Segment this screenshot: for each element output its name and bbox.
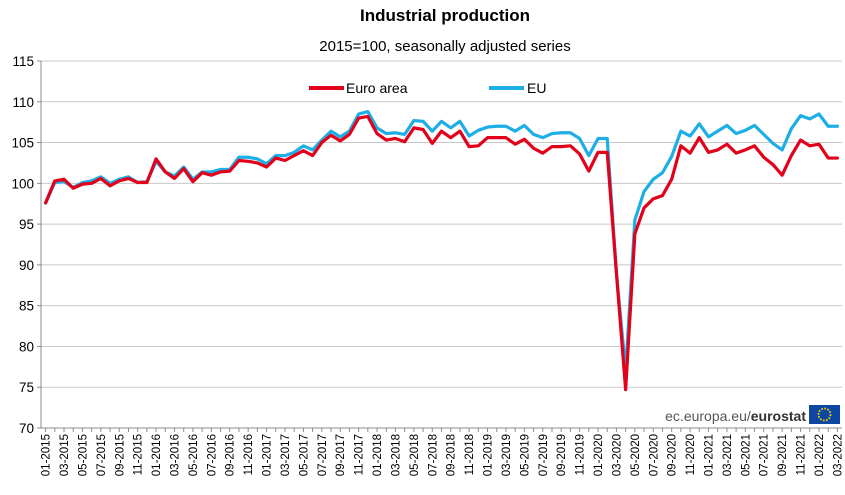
x-tick-label-07-2017: 07-2017	[317, 434, 329, 476]
y-tick-label-115: 115	[12, 54, 34, 69]
x-tick-label-03-2017: 03-2017	[280, 434, 292, 476]
x-tick-label-05-2017: 05-2017	[298, 434, 310, 476]
y-tick-label-75: 75	[19, 380, 34, 395]
legend-label-euro-area: Euro area	[346, 80, 408, 96]
x-tick-label-05-2019: 05-2019	[519, 434, 531, 476]
x-tick-label-09-2020: 09-2020	[667, 434, 679, 476]
x-tick-label-07-2016: 07-2016	[206, 434, 218, 476]
source-domain: ec.europa.eu/	[665, 408, 751, 424]
gridlines	[41, 60, 842, 388]
x-tick-label-01-2015: 01-2015	[41, 434, 53, 476]
plot-area	[43, 109, 840, 392]
x-tick-label-03-2022: 03-2022	[832, 434, 844, 476]
x-tick-label-01-2020: 01-2020	[593, 434, 605, 476]
y-tick-label-110: 110	[12, 95, 34, 110]
y-tick-label-95: 95	[19, 217, 34, 232]
x-tick-label-01-2022: 01-2022	[814, 434, 826, 476]
y-tick-label-90: 90	[19, 258, 34, 273]
x-tick-label-07-2019: 07-2019	[538, 434, 550, 476]
x-tick-label-09-2017: 09-2017	[335, 434, 347, 476]
x-tick-label-11-2021: 11-2021	[796, 434, 808, 475]
x-tick-label-07-2015: 07-2015	[96, 434, 108, 476]
y-tick-label-85: 85	[19, 299, 34, 314]
x-tick-label-09-2018: 09-2018	[446, 434, 458, 476]
x-tick-label-09-2015: 09-2015	[114, 434, 126, 476]
y-tick-label-80: 80	[19, 339, 34, 354]
y-axis: 70 75 80 85 90 95 100 105 110 115	[11, 54, 42, 436]
x-tick-label-01-2016: 01-2016	[151, 434, 163, 476]
eu-flag-icon	[809, 405, 840, 424]
x-tick-label-07-2020: 07-2020	[648, 434, 660, 476]
chart-title: Industrial production	[360, 6, 530, 25]
x-tick-label-11-2017: 11-2017	[354, 434, 366, 475]
x-tick-label-03-2016: 03-2016	[170, 434, 182, 476]
x-tick-label-01-2019: 01-2019	[483, 434, 495, 476]
series-line-euro-area	[43, 114, 840, 392]
x-tick-label-03-2019: 03-2019	[501, 434, 513, 476]
source-brand: eurostat	[751, 408, 807, 424]
x-tick-label-01-2021: 01-2021	[704, 434, 716, 476]
x-tick-label-05-2015: 05-2015	[77, 434, 89, 476]
legend: Euro area EU	[309, 80, 546, 96]
x-tick-label-11-2015: 11-2015	[133, 434, 145, 475]
legend-label-eu: EU	[527, 80, 546, 96]
x-tick-label-09-2019: 09-2019	[556, 434, 568, 476]
x-tick-label-11-2018: 11-2018	[464, 434, 476, 475]
x-tick-label-11-2019: 11-2019	[575, 434, 587, 475]
x-tick-label-07-2018: 07-2018	[427, 434, 439, 476]
y-tick-label-70: 70	[19, 421, 34, 436]
x-tick-label-05-2018: 05-2018	[409, 434, 421, 476]
x-tick-label-09-2021: 09-2021	[777, 434, 789, 476]
x-tick-label-01-2017: 01-2017	[262, 434, 274, 476]
x-tick-label-11-2020: 11-2020	[685, 434, 697, 475]
x-tick-label-05-2016: 05-2016	[188, 434, 200, 476]
source-text: ec.europa.eu/eurostat	[665, 408, 806, 424]
x-tick-label-01-2018: 01-2018	[372, 434, 384, 476]
x-tick-label-03-2020: 03-2020	[611, 434, 623, 476]
x-tick-label-03-2015: 03-2015	[59, 434, 71, 476]
x-tick-label-07-2021: 07-2021	[759, 434, 771, 476]
x-tick-label-09-2016: 09-2016	[225, 434, 237, 476]
x-axis: 01-2015 03-2015 05-2015 07-2015 09-2015 11-20…	[41, 427, 844, 476]
x-tick-label-11-2016: 11-2016	[243, 434, 255, 475]
source-credit: ec.europa.eu/eurostat	[665, 405, 840, 424]
y-tick-label-105: 105	[11, 136, 34, 151]
y-tick-label-100: 100	[11, 176, 34, 191]
x-tick-label-05-2021: 05-2021	[740, 434, 752, 476]
x-tick-label-03-2018: 03-2018	[390, 434, 402, 476]
x-tick-label-05-2020: 05-2020	[630, 434, 642, 476]
chart-subtitle: 2015=100, seasonally adjusted series	[319, 38, 570, 55]
x-tick-label-03-2021: 03-2021	[722, 434, 734, 476]
